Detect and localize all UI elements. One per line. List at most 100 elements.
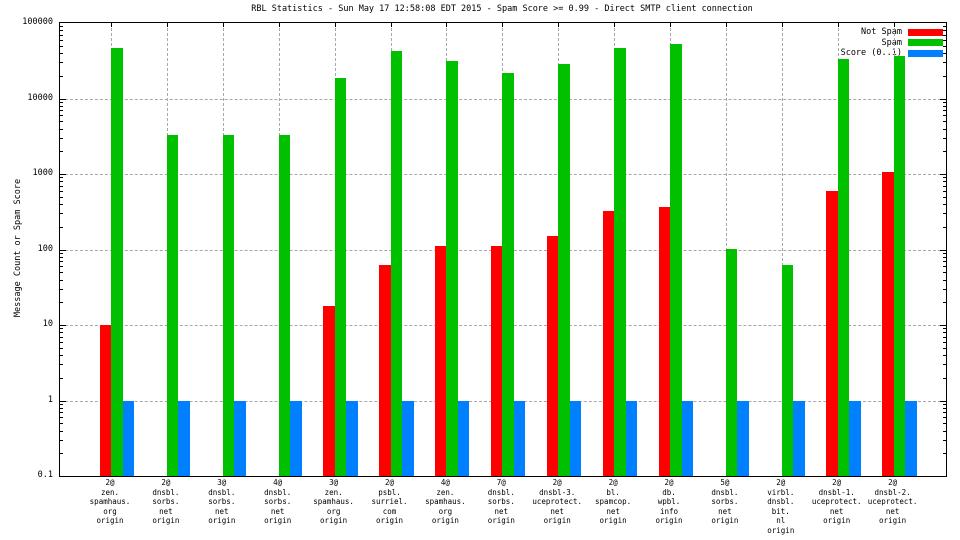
- bar-score: [905, 400, 917, 476]
- x-tick-label: 2@ virbl. dnsbl. bit. nl origin: [767, 478, 795, 535]
- y-minor-tick: [60, 53, 63, 55]
- y-minor-tick: [60, 213, 63, 215]
- y-minor-tick: [943, 412, 946, 414]
- legend-row: Score (0..1): [841, 48, 943, 59]
- y-minor-tick: [943, 213, 946, 215]
- plot-area: Not Spam Spam Score (0..1): [59, 22, 947, 477]
- y-minor-tick: [943, 62, 946, 64]
- y-minor-tick: [60, 252, 63, 254]
- y-minor-tick: [60, 403, 63, 405]
- bar-not-spam: [882, 172, 894, 476]
- y-minor-tick: [943, 355, 946, 357]
- y-minor-tick: [60, 26, 63, 28]
- y-minor-tick: [943, 151, 946, 153]
- y-minor-tick: [60, 115, 63, 117]
- bar-score: [625, 400, 638, 476]
- bar-spam: [334, 78, 347, 476]
- y-minor-tick: [943, 279, 946, 281]
- y-minor-tick: [60, 347, 63, 349]
- y-minor-tick: [943, 137, 946, 139]
- x-tick: [725, 23, 727, 27]
- bar-score: [290, 400, 302, 476]
- y-minor-tick: [943, 261, 946, 263]
- y-minor-tick: [943, 101, 946, 103]
- y-minor-tick: [943, 453, 946, 455]
- y-minor-tick: [943, 403, 946, 405]
- y-minor-tick: [60, 110, 63, 112]
- x-tick: [166, 23, 168, 27]
- y-minor-tick: [60, 101, 63, 103]
- bar-not-spam: [658, 206, 670, 476]
- y-minor-tick: [943, 26, 946, 28]
- bar-not-spam: [99, 325, 111, 476]
- bar-spam: [893, 55, 906, 476]
- y-minor-tick: [60, 137, 63, 139]
- y-major-tick: [60, 98, 66, 100]
- y-minor-tick: [60, 30, 63, 32]
- bar-score: [737, 400, 749, 476]
- x-tick: [893, 23, 895, 27]
- y-minor-tick: [943, 121, 946, 123]
- legend-swatch: [908, 28, 943, 36]
- y-minor-tick: [60, 288, 63, 290]
- y-minor-tick: [60, 453, 63, 455]
- bar-spam: [614, 48, 626, 476]
- y-tick-label: 1: [47, 394, 53, 405]
- y-minor-tick: [943, 177, 946, 179]
- bar-not-spam: [546, 236, 559, 476]
- y-minor-tick: [60, 204, 63, 206]
- y-minor-tick: [943, 347, 946, 349]
- y-tick-label: 10000: [27, 92, 53, 103]
- x-tick-label: 4@ dnsbl. sorbs. net origin: [264, 478, 292, 525]
- bar-score: [569, 400, 582, 476]
- bar-score: [346, 400, 358, 476]
- y-minor-tick: [943, 75, 946, 77]
- y-minor-tick: [60, 256, 63, 258]
- x-tick-label: 2@ bl. spamcop. net origin: [595, 478, 632, 525]
- y-minor-tick: [943, 430, 946, 432]
- y-minor-tick: [943, 266, 946, 268]
- x-tick-label: 2@ db. wpbl. info origin: [655, 478, 683, 525]
- y-minor-tick: [943, 423, 946, 425]
- x-tick-label: 3@ zen. spamhaus. org origin: [313, 478, 354, 525]
- y-minor-tick: [943, 128, 946, 130]
- y-minor-tick: [943, 332, 946, 334]
- legend-swatch: [908, 49, 943, 57]
- y-minor-tick: [943, 181, 946, 183]
- y-minor-tick: [60, 377, 63, 379]
- y-minor-tick: [943, 341, 946, 343]
- y-tick-label: 10: [42, 319, 53, 329]
- y-minor-tick: [943, 272, 946, 274]
- y-minor-tick: [943, 196, 946, 198]
- x-tick-label: 2@ psbl. surriel. com origin: [371, 478, 408, 525]
- bar-score: [234, 400, 246, 476]
- y-minor-tick: [943, 226, 946, 228]
- y-minor-tick: [60, 185, 63, 187]
- y-minor-tick: [60, 279, 63, 281]
- y-major-tick: [940, 174, 946, 175]
- bar-not-spam: [602, 211, 615, 476]
- y-tick-label: 100: [37, 243, 53, 254]
- bar-spam: [222, 134, 235, 476]
- x-tick-label: 2@ dnsbl-2. uceprotect. net origin: [867, 478, 918, 525]
- bar-spam: [166, 134, 179, 476]
- x-tick-label: 2@ zen. spamhaus. org origin: [89, 478, 131, 525]
- y-minor-tick: [60, 302, 63, 304]
- y-minor-tick: [60, 181, 63, 183]
- y-minor-tick: [60, 266, 63, 268]
- y-minor-tick: [943, 190, 946, 192]
- bar-score: [178, 400, 190, 476]
- legend: Not Spam Spam Score (0..1): [841, 27, 943, 59]
- bar-score: [793, 400, 805, 476]
- x-tick: [111, 23, 112, 27]
- x-tick: [334, 23, 336, 27]
- y-minor-tick: [60, 45, 63, 47]
- y-major-tick: [60, 325, 66, 326]
- y-minor-tick: [60, 226, 63, 228]
- legend-row: Not Spam: [841, 27, 943, 38]
- y-minor-tick: [60, 62, 63, 64]
- y-minor-tick: [60, 39, 63, 41]
- y-minor-tick: [943, 377, 946, 379]
- y-minor-tick: [60, 407, 63, 409]
- y-minor-tick: [943, 328, 946, 330]
